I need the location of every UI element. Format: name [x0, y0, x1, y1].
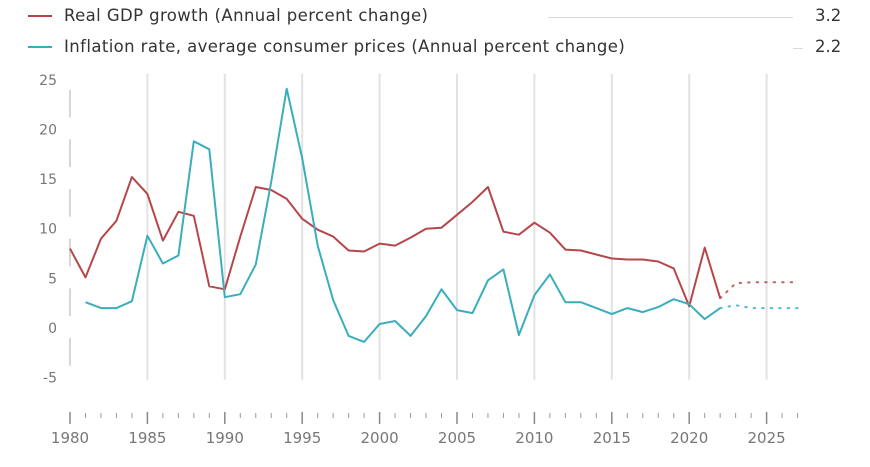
series-line-inflation	[85, 87, 721, 343]
series-line-gdp	[69, 176, 722, 308]
x-tick-label: 2010	[515, 429, 553, 447]
x-tick-label: 2020	[670, 429, 708, 447]
legend-item-gdp[interactable]: Real GDP growth (Annual percent change) …	[0, 4, 870, 28]
legend-label-inflation: Inflation rate, average consumer prices …	[64, 37, 626, 56]
legend-swatch-gdp	[28, 15, 52, 17]
legend-value-inflation: 2.2	[815, 37, 842, 56]
x-axis: 1980 1985 1990 1995 2000 2005 2010 2015 2020 2025	[51, 412, 799, 447]
x-tick-label: 1990	[206, 429, 244, 447]
projection-line-gdp	[719, 281, 799, 300]
y-tick-label: 25	[39, 73, 57, 89]
x-tick-label: 2005	[438, 429, 476, 447]
x-tick-label: 1985	[128, 429, 166, 447]
projection-line-inflation	[719, 304, 799, 310]
legend-value-gdp: 3.2	[815, 6, 842, 25]
y-tick-label: -5	[43, 371, 57, 387]
x-tick-label: 2000	[361, 429, 399, 447]
x-tick-label: 2025	[748, 429, 786, 447]
grid-lines	[146, 73, 768, 380]
legend-swatch-inflation	[28, 46, 52, 48]
y-tick-label: 10	[39, 222, 57, 238]
legend-leader-line	[793, 48, 803, 49]
x-tick-label: 2015	[593, 429, 631, 447]
legend-item-inflation[interactable]: Inflation rate, average consumer prices …	[0, 35, 870, 59]
legend-leader-line	[548, 17, 793, 18]
x-tick-label: 1980	[51, 429, 89, 447]
y-axis: 25 20 15 10 5 0 -5	[39, 73, 71, 387]
y-tick-label: 0	[48, 321, 57, 337]
y-tick-label: 20	[39, 122, 57, 138]
x-tick-label: 1995	[283, 429, 321, 447]
y-tick-label: 5	[48, 271, 57, 287]
legend-label-gdp: Real GDP growth (Annual percent change)	[64, 6, 429, 25]
series-lines	[69, 87, 799, 343]
y-tick-label: 15	[39, 172, 57, 188]
